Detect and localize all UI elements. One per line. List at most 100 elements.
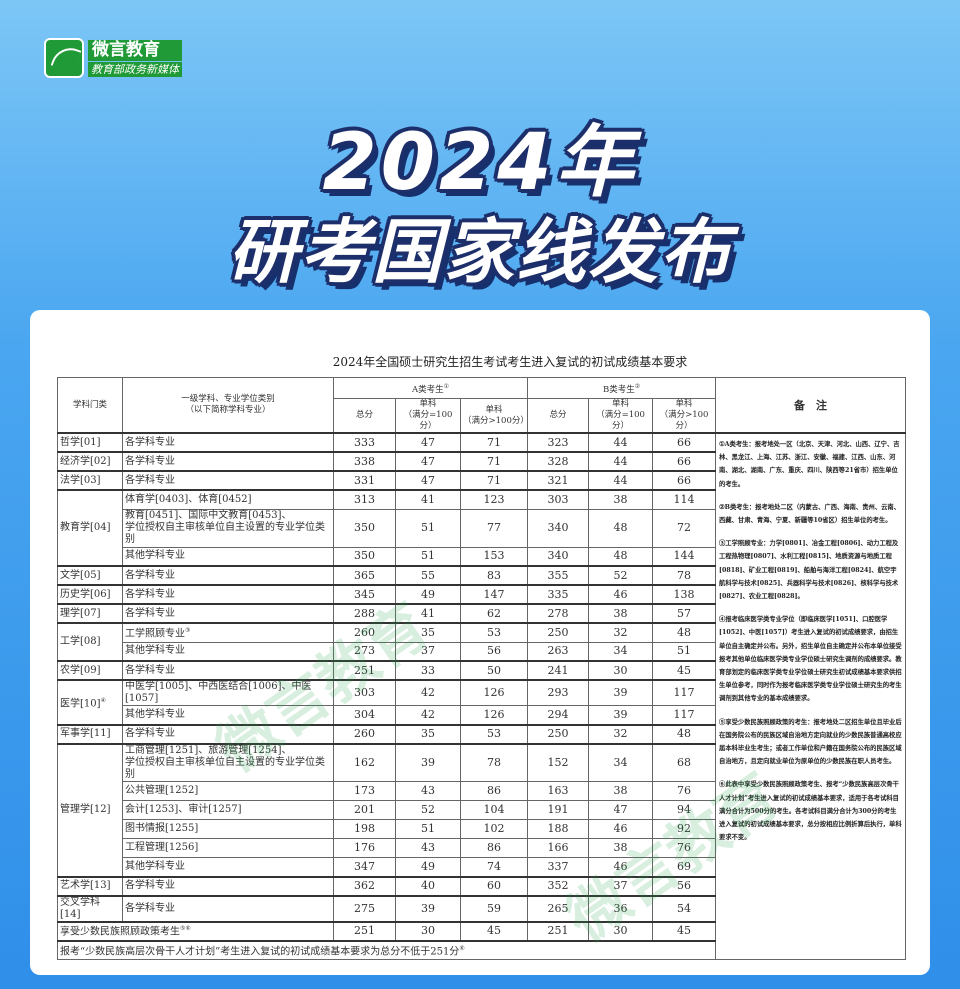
score-cell: 45: [652, 660, 717, 681]
subject-cell: 其他学科专业: [122, 546, 334, 567]
score-cell: 86: [459, 781, 529, 801]
category-cell: 哲学[01]: [57, 432, 123, 453]
score-cell: 50: [459, 660, 529, 681]
table-row: 艺术学[13] 各学科专业 362 40 60 352 37 56: [57, 875, 906, 896]
score-cell: 365: [333, 565, 396, 586]
score-table: 学科门类 一级学科、专业学位类别 （以下简称学科专业） A类考生① B类考生② 备…: [56, 377, 907, 960]
table-row: 文学[05] 各学科专业 365 55 83 355 52 78: [57, 565, 906, 586]
table-row: 会计[1253]、审计[1257] 201 52 104 191 47 94: [58, 800, 906, 820]
score-cell: 36: [588, 894, 654, 922]
score-cell: 355: [527, 565, 590, 586]
score-cell: 251: [333, 660, 396, 681]
score-cell: 38: [588, 489, 654, 510]
subject-cell: 各学科专业: [122, 875, 334, 896]
subject-cell: 各学科专业: [122, 660, 334, 681]
table-row: 其他学科专业 350 51 153 340 48 144: [58, 546, 906, 567]
score-cell: 304: [333, 705, 396, 725]
score-cell: 57: [652, 603, 717, 624]
score-cell: 52: [395, 800, 461, 820]
score-cell: 62: [459, 603, 529, 624]
score-cell: 43: [395, 838, 461, 858]
subject-cell: 工程管理[1256]: [122, 838, 334, 858]
subject-cell: 其他学科专业: [122, 705, 334, 725]
score-cell: 46: [588, 857, 654, 877]
score-cell: 40: [395, 875, 461, 896]
score-cell: 54: [652, 894, 717, 922]
score-cell: 49: [395, 857, 461, 877]
score-cell: 303: [527, 489, 590, 510]
subject-cell: 公共管理[1252]: [122, 781, 334, 801]
score-cell: 56: [459, 641, 529, 662]
score-cell: 86: [459, 838, 529, 858]
subject-cell: 各学科专业: [122, 723, 334, 744]
score-cell: 152: [527, 742, 590, 782]
category-cell: 医学[10]④: [57, 679, 123, 725]
score-cell: 340: [527, 508, 590, 548]
score-card: 2024年全国硕士研究生招生考试考生进入复试的初试成绩基本要求 学科门类 一级学…: [30, 310, 930, 975]
score-cell: 117: [652, 679, 717, 706]
table-row: 经济学[02] 各学科专业 338 47 71 328 44 66: [57, 451, 906, 472]
score-cell: 51: [395, 508, 461, 548]
score-cell: 337: [527, 857, 590, 877]
score-cell: 74: [459, 857, 529, 877]
score-cell: 39: [588, 679, 654, 706]
score-cell: 201: [333, 800, 396, 820]
score-cell: 34: [588, 742, 654, 782]
score-cell: 83: [459, 565, 529, 586]
score-cell: 35: [395, 723, 461, 744]
score-cell: 41: [395, 489, 461, 510]
table-row: 教育学[04] 体育学[0403]、体育[0452] 313 41 123 303 38 11…: [57, 489, 906, 567]
subject-cell: 体育学[0403]、体育[0452]: [122, 489, 334, 510]
score-cell: 52: [588, 565, 654, 586]
score-cell: 126: [459, 679, 529, 706]
notes-cell: ①A类考生：报考地处一区（北京、天津、河北、山西、辽宁、吉林、黑龙江、上海、江苏…: [715, 432, 907, 960]
category-cell: 经济学[02]: [57, 451, 123, 472]
headline-title: 研考国家线发布: [228, 211, 732, 293]
score-cell: 44: [588, 470, 654, 491]
category-cell: 历史学[06]: [57, 584, 123, 605]
category-cell: 交叉学科[14]: [57, 894, 123, 922]
score-cell: 144: [652, 546, 717, 567]
score-cell: 39: [588, 705, 654, 725]
score-cell: 313: [333, 489, 396, 510]
score-cell: 66: [652, 432, 717, 453]
score-cell: 198: [333, 819, 396, 839]
merged-label-cell: 享受少数民族照顾政策考生⑤⑥: [57, 920, 334, 941]
score-cell: 340: [527, 546, 590, 567]
table-row: 教育[0451]、国际中文教育[0453]、 学位授权自主审核单位自主设置的专业…: [58, 508, 906, 548]
score-cell: 33: [395, 660, 461, 681]
category-cell: 军事学[11]: [57, 723, 123, 744]
header-group-a: A类考生①: [332, 377, 529, 399]
score-cell: 44: [588, 451, 654, 472]
footnote-row: 报考“少数民族高层次骨干人才计划”考生进入复试的初试成绩基本要求为总分不低于25…: [56, 939, 906, 960]
score-cell: 42: [395, 705, 461, 725]
score-cell: 260: [333, 622, 396, 643]
note-item: ⑥此表中享受少数民族照顾政策考生、报考“少数民族高层次骨干人才计划”考生进入复试…: [719, 781, 902, 842]
score-cell: 51: [395, 819, 461, 839]
score-cell: 347: [333, 857, 396, 877]
table-row: 其他学科专业 347 49 74 337 46 69: [58, 857, 906, 877]
score-cell: 46: [588, 819, 654, 839]
score-cell: 350: [333, 546, 396, 567]
score-cell: 48: [652, 723, 717, 744]
score-cell: 92: [652, 819, 717, 839]
score-cell: 241: [527, 660, 590, 681]
table-row: 农学[09] 各学科专业 251 33 50 241 30 45: [57, 660, 906, 681]
score-cell: 45: [459, 920, 529, 941]
category-cell: 理学[07]: [57, 603, 123, 624]
score-cell: 123: [459, 489, 529, 510]
score-cell: 328: [527, 451, 590, 472]
subject-cell: 会计[1253]、审计[1257]: [122, 800, 334, 820]
score-cell: 331: [333, 470, 396, 491]
score-cell: 345: [333, 584, 396, 605]
score-cell: 38: [588, 603, 654, 624]
score-cell: 37: [395, 641, 461, 662]
note-item: ③工学照顾专业：力学[0801]、冶金工程[0806]、动力工程及工程热物理[0…: [719, 540, 899, 601]
score-cell: 350: [333, 508, 396, 548]
subject-cell: 图书情报[1255]: [122, 819, 334, 839]
score-cell: 51: [395, 546, 461, 567]
score-cell: 53: [459, 723, 529, 744]
score-cell: 176: [333, 838, 396, 858]
subject-cell: 各学科专业: [122, 894, 334, 922]
score-cell: 153: [459, 546, 529, 567]
